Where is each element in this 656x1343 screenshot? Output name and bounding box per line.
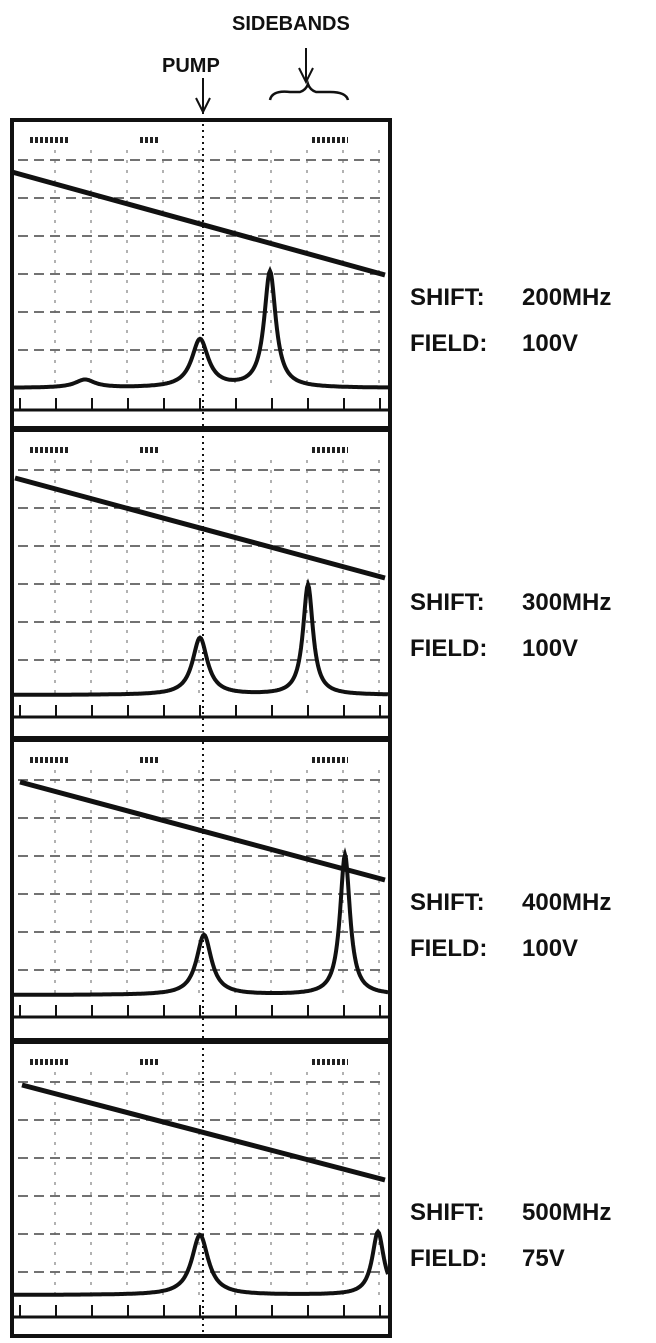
spectrum-trace [13, 265, 388, 390]
shift-value: 300MHz [522, 589, 611, 616]
shift-label: SHIFT: [410, 589, 485, 616]
sidebands-label: SIDEBANDS [232, 13, 350, 35]
scope-frame [10, 1040, 392, 1338]
field-value: 100V [522, 330, 578, 357]
shift-label: SHIFT: [410, 284, 485, 311]
sideband-brace [268, 80, 350, 101]
ramp-trace [11, 169, 386, 278]
field-label: FIELD: [410, 635, 487, 662]
pump-label: PUMP [162, 55, 220, 77]
shift-value: 500MHz [522, 1199, 611, 1226]
shift-value: 200MHz [522, 284, 611, 311]
field-value: 100V [522, 635, 578, 662]
field-value: 75V [522, 1245, 565, 1272]
ramp-trace [19, 779, 386, 883]
field-value: 100V [522, 935, 578, 962]
ramp-trace [14, 475, 386, 581]
sideband-arrow [298, 48, 314, 85]
shift-label: SHIFT: [410, 1199, 485, 1226]
field-label: FIELD: [410, 935, 487, 962]
field-label: FIELD: [410, 1245, 487, 1272]
spectrum-trace [14, 578, 389, 697]
pump-arrow [195, 78, 211, 115]
spectrum-trace [14, 847, 389, 997]
spectrum-trace [14, 1228, 390, 1297]
field-label: FIELD: [410, 330, 487, 357]
shift-value: 400MHz [522, 889, 611, 916]
shift-label: SHIFT: [410, 889, 485, 916]
